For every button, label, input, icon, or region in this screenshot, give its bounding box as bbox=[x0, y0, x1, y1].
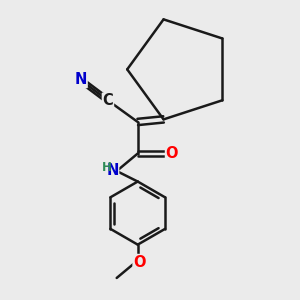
Text: H: H bbox=[102, 161, 112, 174]
Text: N: N bbox=[106, 163, 118, 178]
Text: O: O bbox=[166, 146, 178, 161]
Text: N: N bbox=[75, 72, 87, 87]
Text: C: C bbox=[103, 93, 113, 108]
Text: O: O bbox=[133, 255, 146, 270]
